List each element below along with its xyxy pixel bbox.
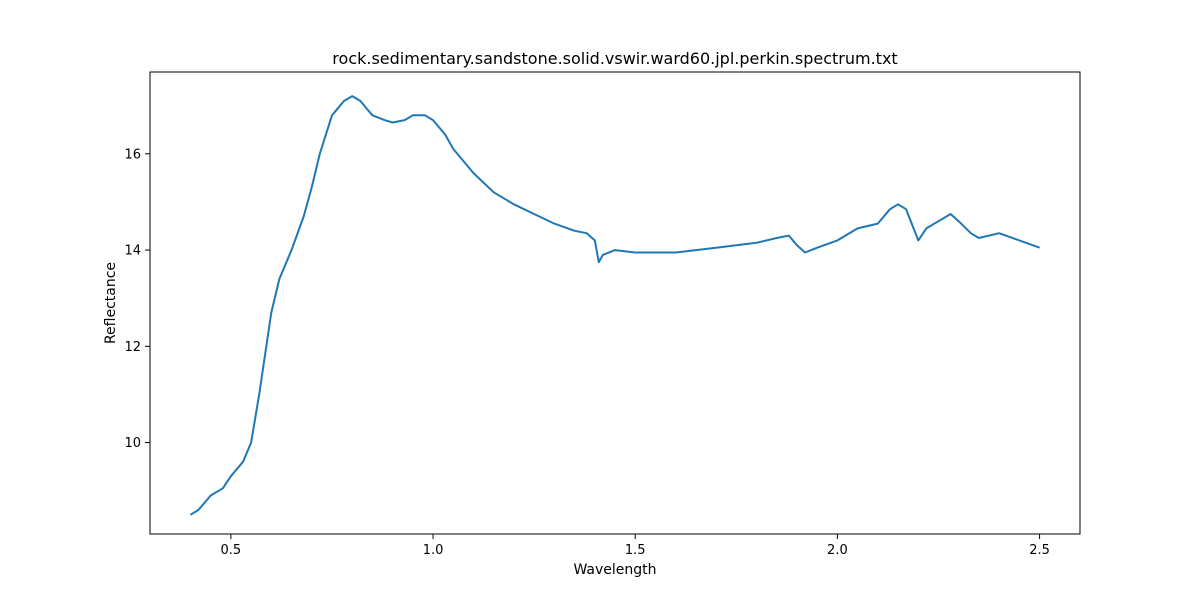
x-axis-label: Wavelength (573, 562, 656, 578)
plot-background (150, 72, 1080, 534)
y-axis-label: Reflectance (103, 262, 119, 344)
series-layer (189, 95, 1040, 516)
plot-frame (149, 71, 1081, 535)
chart-title: rock.sedimentary.sandstone.solid.vswir.w… (332, 49, 897, 68)
y-tick-label: 16 (124, 147, 141, 162)
x-axis-ticks: 0.5 1.0 1.5 2.0 2.5 (221, 534, 1050, 558)
y-tick-label: 14 (124, 244, 141, 259)
x-tick-label: 1.5 (625, 543, 646, 558)
x-tick-label: 1.0 (423, 543, 444, 558)
x-tick-label: 2.0 (827, 543, 848, 558)
x-tick-label: 0.5 (221, 543, 242, 558)
series-line-0 (189, 95, 1040, 516)
y-tick-label: 10 (124, 436, 141, 451)
x-tick-label: 2.5 (1029, 543, 1050, 558)
y-tick-label: 12 (124, 340, 141, 355)
y-axis-ticks: 10 12 14 16 (124, 147, 150, 451)
